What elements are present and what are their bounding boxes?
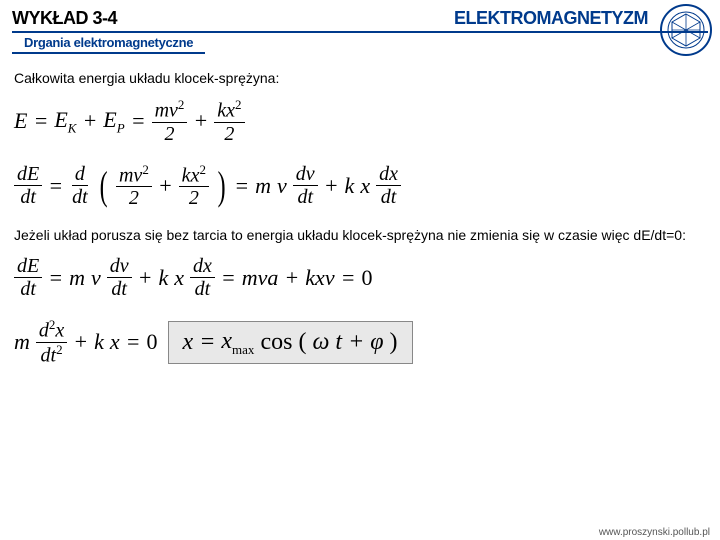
equation-total-energy: E = EK + EP = mv2 2 + kx2 2: [14, 98, 706, 145]
sym-k: k: [158, 265, 168, 291]
frac-kx2: kx2 2: [214, 98, 244, 145]
frac-dEdt: dE dt: [14, 163, 42, 208]
sym-k: k: [94, 329, 104, 355]
sym-x: x: [174, 265, 184, 291]
equation-dE-dt: dE dt = d dt ( mv2 2 + kx2 2 ) = mv dv d…: [14, 163, 706, 210]
sym-plus: +: [348, 329, 364, 356]
frac-ddt: d dt: [69, 163, 91, 208]
lparen: (: [99, 170, 107, 202]
lp: (: [298, 329, 306, 356]
sym-v: v: [277, 173, 287, 199]
sym-plus: +: [324, 173, 339, 199]
sym-t: t: [335, 329, 342, 356]
sym-eq: =: [234, 173, 249, 199]
equation-solution-boxed: x = xmax cos(ωt + φ): [168, 321, 413, 365]
sym-Ek: EK: [54, 107, 76, 136]
sym-m: m: [14, 329, 30, 355]
sym-plus: +: [193, 108, 208, 134]
sym-eq: =: [48, 265, 63, 291]
sym-xmax: xmax: [221, 328, 254, 358]
sym-eq: =: [341, 265, 356, 291]
sym-E: E: [14, 108, 27, 134]
footer-url: www.proszynski.pollub.pl: [599, 527, 710, 538]
rparen: ): [218, 170, 226, 202]
sym-phi: φ: [370, 329, 383, 356]
sym-eq: =: [131, 108, 146, 134]
sym-m: m: [255, 173, 271, 199]
term-mva: mva: [242, 265, 279, 291]
frac-dxdt: dx dt: [190, 255, 215, 300]
frac-mv2: mv2 2: [116, 163, 152, 210]
header: WYKŁAD 3-4 ELEKTROMAGNETYZM: [0, 0, 720, 29]
equation-diff: m d2x dt2 + kx = 0: [14, 318, 158, 366]
equation-final-row: m d2x dt2 + kx = 0 x = xmax cos(ωt + φ): [14, 318, 706, 366]
condition-text: Jeżeli układ porusza się bez tarcia to e…: [14, 227, 706, 243]
sym-eq: =: [48, 173, 63, 199]
frac-mv2: mv2 2: [152, 98, 188, 145]
lecture-title: WYKŁAD 3-4: [12, 8, 117, 29]
sym-plus: +: [82, 108, 97, 134]
sym-x: x: [110, 329, 120, 355]
frac-dvdt: dv dt: [293, 163, 318, 208]
sym-m: m: [69, 265, 85, 291]
sym-k: k: [345, 173, 355, 199]
sym-zero: 0: [147, 329, 158, 355]
sym-plus: +: [158, 173, 173, 199]
frac-d2x: d2x dt2: [36, 318, 67, 366]
frac-kx2: kx2 2: [179, 163, 209, 210]
frac-dEdt: dE dt: [14, 255, 42, 300]
sym-eq: =: [126, 329, 141, 355]
content: Całkowita energia układu klocek-sprężyna…: [0, 54, 720, 377]
sym-x: x: [183, 329, 194, 356]
equation-zero: dE dt = mv dv dt + kx dx dt = mva + kxv …: [14, 255, 706, 300]
frac-dxdt: dx dt: [376, 163, 401, 208]
sym-eq: =: [199, 329, 215, 356]
term-kxv: kxv: [305, 265, 334, 291]
sym-plus: +: [138, 265, 153, 291]
rp: ): [390, 329, 398, 356]
sym-plus: +: [284, 265, 299, 291]
sym-eq: =: [33, 108, 48, 134]
sym-zero: 0: [361, 265, 372, 291]
sym-x: x: [360, 173, 370, 199]
intro-text: Całkowita energia układu klocek-sprężyna…: [14, 70, 706, 86]
subtitle: Drgania elektromagnetyczne: [12, 33, 205, 54]
university-logo-icon: [660, 4, 712, 56]
topic-title: ELEKTROMAGNETYZM: [454, 8, 648, 29]
sym-omega: ω: [312, 329, 329, 356]
sym-cos: cos: [260, 329, 292, 356]
sym-eq: =: [221, 265, 236, 291]
frac-dvdt: dv dt: [107, 255, 132, 300]
sym-plus: +: [73, 329, 88, 355]
sym-v: v: [91, 265, 101, 291]
sym-Ep: EP: [103, 107, 124, 136]
